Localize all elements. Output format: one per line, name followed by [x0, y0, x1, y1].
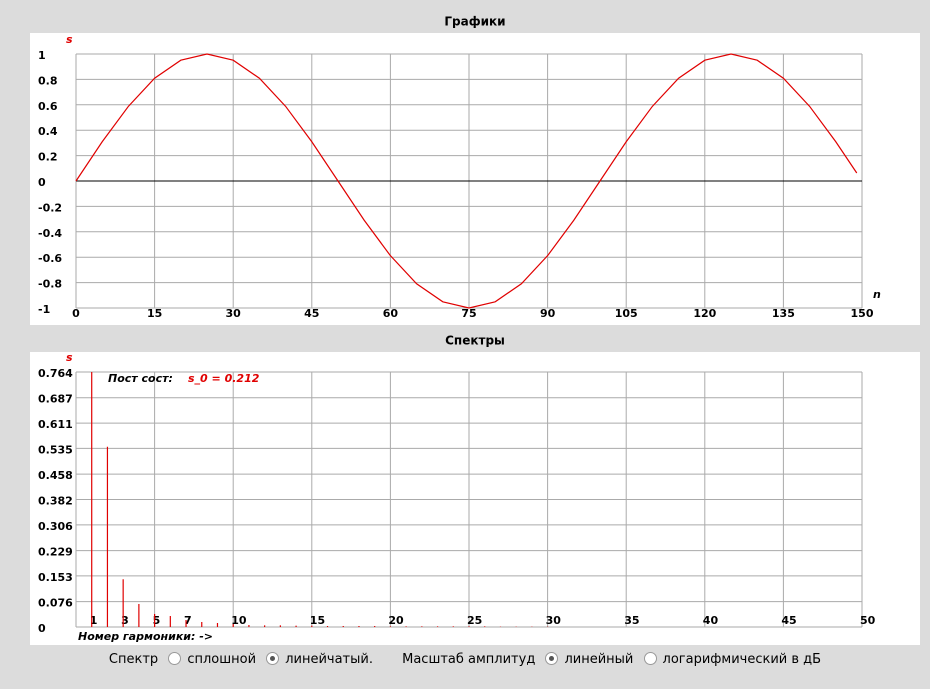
x-tick-label: 10	[231, 614, 247, 627]
y-tick-label: 0.2	[38, 151, 58, 164]
radio-label[interactable]: линейчатый.	[285, 652, 373, 667]
x-tick-label: 1	[90, 614, 98, 627]
y-tick-label: 1	[38, 49, 46, 62]
radio[interactable]	[168, 652, 182, 665]
controls: Спектр сплошной линейчатый. Масштаб ампл…	[0, 652, 930, 667]
x-tick-label: 25	[467, 614, 482, 627]
y-tick-label: -1	[38, 303, 50, 316]
x-tick-label: 50	[860, 614, 876, 627]
label: Спектр	[108, 652, 159, 667]
y-tick-label: 0.458	[38, 469, 73, 482]
y-tick-label: 0.076	[38, 597, 73, 610]
x-tick-label: 150	[851, 307, 874, 320]
radio[interactable]	[266, 652, 280, 665]
y-tick-label: -0.6	[38, 252, 62, 265]
y-tick-label: 0.153	[38, 571, 73, 584]
annotation-value: s_0 = 0.212	[188, 372, 260, 385]
x-tick-label: 35	[624, 614, 639, 627]
y-tick-label: 0.764	[38, 367, 73, 380]
y-tick-label: -0.8	[38, 278, 62, 291]
x-axis-label: n	[873, 288, 881, 301]
x-tick-label: 60	[383, 307, 399, 320]
x-tick-label: 7	[184, 614, 192, 627]
x-tick-label: 75	[461, 307, 476, 320]
radio-label[interactable]: линейный	[564, 652, 634, 667]
radio[interactable]	[545, 652, 559, 665]
panel	[30, 33, 920, 325]
annotation: Пост сост:	[108, 372, 173, 385]
x-tick-label: 20	[388, 614, 404, 627]
panel	[30, 352, 920, 645]
y-tick-label: 0.611	[38, 418, 73, 431]
charts: Графики-1-0.8-0.6-0.4-0.200.20.40.60.810…	[30, 15, 920, 645]
x-tick-label: 40	[703, 614, 719, 627]
y-tick-label: -0.2	[38, 201, 62, 214]
x-tick-label: 3	[121, 614, 129, 627]
x-tick-label: 30	[226, 307, 242, 320]
x-tick-label: 120	[693, 307, 716, 320]
y-tick-label: 0.229	[38, 546, 73, 559]
x-tick-label: 5	[153, 614, 161, 627]
x-tick-label: 135	[772, 307, 795, 320]
y-axis-label: s	[66, 351, 73, 364]
x-tick-label: 105	[615, 307, 638, 320]
radio[interactable]	[643, 652, 657, 665]
label: Масштаб амплитуд	[402, 652, 536, 667]
x-tick-label: 90	[540, 307, 556, 320]
y-tick-label: 0.6	[38, 100, 58, 113]
x-tick-label: 15	[310, 614, 325, 627]
y-tick-label: -0.4	[38, 227, 62, 240]
x-tick-label: 45	[304, 307, 319, 320]
radio-label[interactable]: логарифмический в дБ	[662, 652, 822, 667]
y-tick-label: 0.382	[38, 495, 73, 508]
x-tick-label: 0	[72, 307, 80, 320]
y-tick-label: 0	[38, 176, 46, 189]
y-tick-label: 0.535	[38, 443, 73, 456]
radio-label[interactable]: сплошной	[187, 652, 257, 667]
x-tick-label: 30	[546, 614, 562, 627]
x-axis-label: Номер гармоники: ->	[78, 630, 213, 643]
x-tick-label: 15	[147, 307, 162, 320]
y-tick-label: 0.306	[38, 520, 73, 533]
chart-title: Спектры	[445, 334, 505, 348]
y-tick-label: 0.4	[38, 125, 58, 138]
y-axis-label: s	[66, 33, 73, 46]
line	[75, 53, 858, 309]
y-tick-label: 0	[38, 622, 46, 635]
y-tick-label: 0.687	[38, 393, 73, 406]
x-tick-label: 45	[781, 614, 796, 627]
chart-title: Графики	[444, 15, 505, 29]
y-tick-label: 0.8	[38, 74, 58, 87]
